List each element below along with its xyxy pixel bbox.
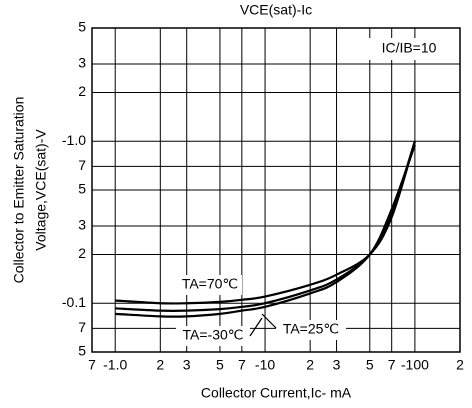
chart-title: VCE(sat)-Ic — [240, 2, 312, 18]
x-tick-label: -100 — [401, 357, 429, 373]
x-tick-label: 3 — [183, 357, 191, 373]
series-label: TA=25℃ — [283, 321, 339, 337]
x-tick-label: 5 — [216, 357, 224, 373]
y-tick-label: -1.0 — [62, 132, 86, 148]
y-tick-label: 3 — [78, 55, 86, 71]
annotation-bg — [276, 320, 346, 340]
x-tick-label: 2 — [456, 357, 464, 373]
y-tick-label: 2 — [78, 245, 86, 261]
y-tick-label: 5 — [78, 181, 86, 197]
x-tick-label: 7 — [238, 357, 246, 373]
pointer — [261, 313, 277, 329]
y-tick-label: 3 — [78, 217, 86, 233]
annotations: IC/IB=10 TA=70℃ TA=-30℃ TA=25℃ — [176, 38, 456, 346]
y-tick-label: 7 — [78, 157, 86, 173]
annotation-bg — [178, 275, 242, 295]
x-tick-label: 2 — [306, 357, 314, 373]
x-tick-label: 3 — [333, 357, 341, 373]
series-line — [115, 144, 416, 318]
y-tick-label: 5 — [78, 19, 86, 35]
x-tick-label: 7 — [88, 357, 96, 373]
y-axis-label: Collector to Emitter Saturation — [11, 97, 27, 284]
x-tick-label: 7 — [388, 357, 396, 373]
pointer — [249, 317, 263, 337]
x-axis-label: Collector Current,Ic- mA — [201, 385, 352, 401]
x-tick-label: 5 — [366, 357, 374, 373]
y-tick-label: 7 — [78, 319, 86, 335]
annotation-bg — [176, 326, 250, 346]
x-tick-label: -1.0 — [103, 357, 127, 373]
series-label: TA=-30℃ — [183, 327, 244, 343]
y-tick-label: -0.1 — [62, 294, 86, 310]
y-tick-label: 2 — [78, 83, 86, 99]
y-axis-label: Voltage,VCE(sat)-V — [33, 129, 49, 251]
x-tick-label: 2 — [156, 357, 164, 373]
y-tick-label: 5 — [78, 343, 86, 359]
plot-frame — [91, 27, 461, 353]
annotation-bg — [362, 38, 456, 60]
annotation: IC/IB=10 — [382, 40, 437, 56]
x-tick-label: -10 — [255, 357, 275, 373]
series-label: TA=70℃ — [182, 276, 238, 292]
